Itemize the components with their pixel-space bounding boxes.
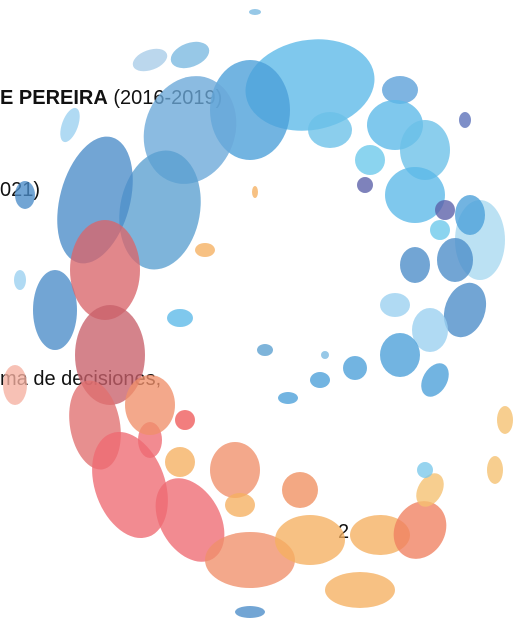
decorative-dot bbox=[400, 247, 430, 283]
decorative-dot bbox=[310, 372, 330, 388]
decorative-dot bbox=[235, 606, 265, 618]
decorative-dot bbox=[167, 37, 213, 73]
decorative-dot bbox=[355, 145, 385, 175]
decorative-dot bbox=[416, 358, 455, 401]
decorative-dot bbox=[210, 442, 260, 498]
decorative-dot bbox=[249, 9, 261, 15]
decorative-dot bbox=[437, 238, 473, 282]
decorative-dot bbox=[165, 447, 195, 477]
decorative-dot bbox=[380, 333, 420, 377]
decorative-dot bbox=[380, 293, 410, 317]
decorative-dot bbox=[430, 220, 450, 240]
decorative-dot bbox=[257, 344, 273, 356]
decorative-dot bbox=[308, 112, 352, 148]
decorative-dot bbox=[275, 515, 345, 565]
decorative-dot bbox=[455, 195, 485, 235]
decorative-dot bbox=[130, 44, 171, 75]
document-page: E PEREIRA (2016-2019) 021) ma de decisio… bbox=[0, 0, 529, 621]
decorative-dot bbox=[325, 572, 395, 608]
decorative-dot bbox=[487, 456, 503, 484]
decorative-dot bbox=[321, 351, 329, 359]
decorative-dot bbox=[417, 462, 433, 478]
decorative-dot bbox=[14, 270, 26, 290]
decorative-dot bbox=[3, 365, 27, 405]
decorative-dot bbox=[278, 392, 298, 404]
decorative-dot bbox=[175, 410, 195, 430]
decorative-dot bbox=[385, 167, 445, 223]
decorative-dot bbox=[15, 181, 35, 209]
decorative-dot bbox=[167, 309, 193, 327]
decorative-dot bbox=[125, 375, 175, 435]
page: {"lines": [ {"bold": "E PEREIRA", "text"… bbox=[0, 0, 529, 621]
decorative-dot bbox=[459, 112, 471, 128]
decorative-dot bbox=[252, 186, 258, 198]
decorative-dot bbox=[195, 243, 215, 257]
decorative-dot bbox=[225, 493, 255, 517]
bold-text: E PEREIRA bbox=[0, 87, 108, 109]
decorative-dot bbox=[497, 406, 513, 434]
decorative-dot bbox=[33, 270, 77, 350]
decorative-dot bbox=[282, 472, 318, 508]
decorative-dot bbox=[357, 177, 373, 193]
decorative-dot bbox=[70, 220, 140, 320]
decorative-dot bbox=[56, 105, 83, 144]
decorative-dot bbox=[382, 76, 418, 104]
decorative-dot bbox=[435, 200, 455, 220]
decorative-dot bbox=[343, 356, 367, 380]
